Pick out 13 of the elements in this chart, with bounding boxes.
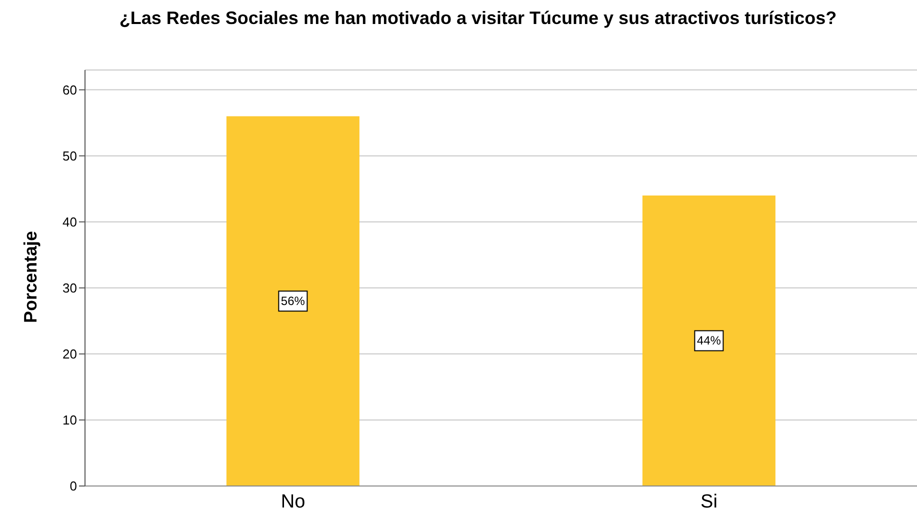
y-tick-label: 20 (62, 346, 77, 362)
y-tick-label: 40 (62, 214, 77, 230)
x-tick-label: Si (700, 491, 718, 512)
y-tick-label: 10 (62, 412, 77, 428)
y-axis-title: Porcentaje (20, 230, 40, 323)
x-tick-label: No (280, 491, 306, 512)
y-tick-label: 0 (70, 478, 77, 494)
y-tick-label: 60 (62, 82, 77, 98)
data-label: 56% (280, 294, 306, 308)
chart-title: ¿Las Redes Sociales me han motivado a visitar Túcume y sus atractivos turísticos? (118, 8, 838, 30)
y-tick-label: 50 (62, 148, 77, 164)
y-tick-label: 30 (62, 280, 77, 296)
data-label: 44% (696, 334, 722, 348)
